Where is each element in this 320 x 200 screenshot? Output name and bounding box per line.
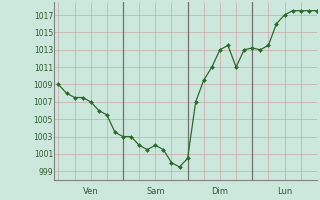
Text: Ven: Ven — [83, 187, 99, 196]
Text: Lun: Lun — [277, 187, 292, 196]
Text: Sam: Sam — [146, 187, 164, 196]
Text: Dim: Dim — [212, 187, 228, 196]
